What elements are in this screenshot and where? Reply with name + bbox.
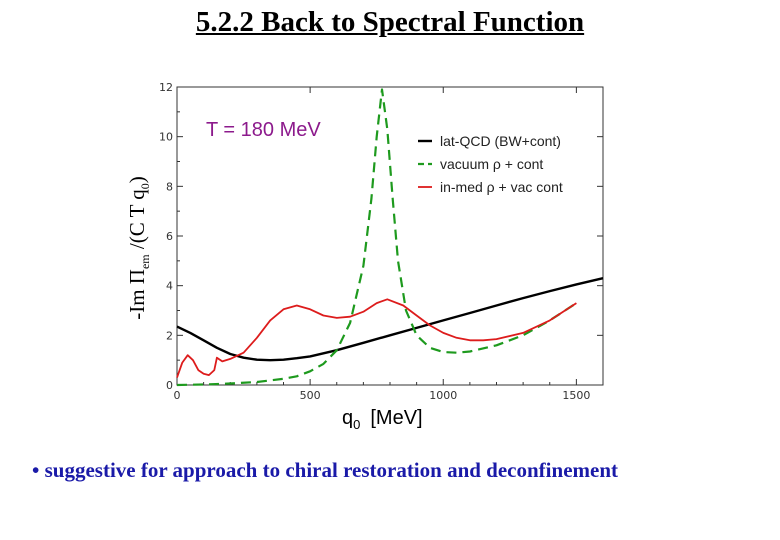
y-tick-label: 10 [159,131,173,144]
legend-label-3: in-med ρ + vac cont [440,179,563,195]
y-tick-label: 6 [166,230,173,243]
y-axis-label-end: ) [124,176,149,184]
y-tick-label: 12 [159,81,173,94]
axis-ticks: 0 2 4 6 8 10 12 0 500 1000 1500 [159,81,603,402]
slide-title: 5.2.2 Back to Spectral Function [195,6,585,38]
series-line-2 [176,88,577,387]
legend: lat-QCD (BW+cont) vacuum ρ + cont in-med ρ… [418,133,563,195]
legend-label-1: lat-QCD (BW+cont) [440,133,561,149]
y-axis-label-prefix: -Im Π [124,269,149,320]
bullet-text: suggestive for approach to chiral restor… [44,458,618,482]
series-line-1 [176,277,604,362]
x-tick-label: 0 [174,389,181,402]
x-axis-label: q0 [MeV] [342,407,423,432]
temperature-annotation: T = 180 MeV [206,119,321,141]
x-axis-label-sub: 0 [353,417,360,432]
bullet-point: • suggestive for approach to chiral rest… [32,458,772,483]
x-axis-label-unit: [MeV] [370,407,422,429]
series-lines [176,88,604,387]
y-axis-label-box: -Im Πem /(C T q0) [115,147,163,350]
series-line-3 [176,298,577,378]
x-tick-label: 1000 [429,389,457,402]
y-axis-label-sub2: 0 [138,183,153,190]
x-tick-label: 500 [300,389,321,402]
y-tick-label: 2 [166,329,173,342]
y-axis-label-sub: em [138,254,153,270]
legend-label-2: vacuum ρ + cont [440,156,543,172]
y-tick-label: 8 [166,180,173,193]
y-tick-label: 4 [166,280,173,293]
x-axis-label-main: q [342,407,353,429]
y-axis-label: -Im Πem /(C T q0) [125,176,153,320]
y-tick-label: 0 [166,379,173,392]
bullet-mark: • [32,458,40,482]
y-axis-label-suffix: /(C T q [124,189,149,255]
x-tick-label: 1500 [562,389,590,402]
